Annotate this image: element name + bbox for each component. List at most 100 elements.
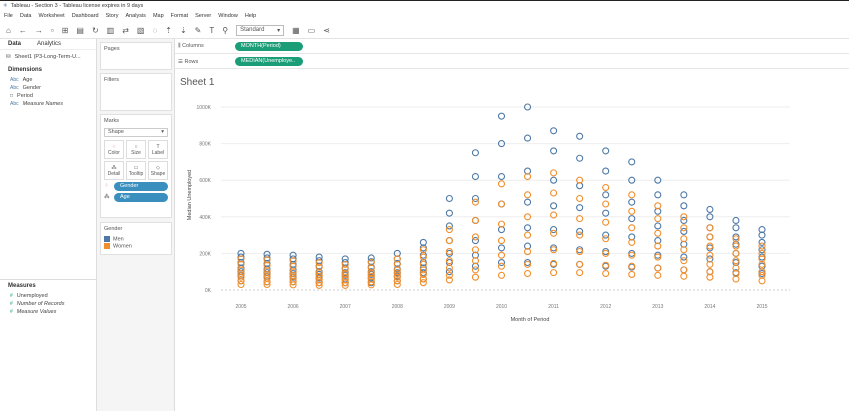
data-point-men[interactable] [550,176,558,184]
data-point-women[interactable] [576,269,584,277]
data-source[interactable]: ⛁ Sheet1 (P3-Long-Term-U... [0,50,96,64]
data-point-men[interactable] [550,147,558,155]
data-point-women[interactable] [706,251,714,259]
data-point-women[interactable] [550,169,558,177]
data-point-women[interactable] [523,213,532,221]
data-point-women[interactable] [497,200,506,208]
data-point-men[interactable] [497,259,506,267]
data-point-men[interactable] [706,205,714,214]
data-point-men[interactable] [732,224,740,232]
data-point-women[interactable] [419,253,427,261]
data-point-men[interactable] [628,215,636,223]
sort-asc-icon[interactable]: ⇡ [165,25,172,35]
data-point-men[interactable] [602,231,610,239]
data-point-women[interactable] [315,281,323,289]
data-point-women[interactable] [550,246,558,254]
data-point-women[interactable] [497,271,506,279]
data-point-women[interactable] [732,242,740,250]
data-point-women[interactable] [706,273,714,281]
data-point-women[interactable] [471,257,480,265]
data-point-women[interactable] [654,242,662,250]
field-unemployed[interactable]: # Unemployed [0,292,97,300]
data-point-men[interactable] [497,112,506,120]
data-point-women[interactable] [732,235,740,243]
data-point-women[interactable] [758,268,766,276]
pages-card[interactable]: Pages [100,42,172,70]
data-point-women[interactable] [263,278,271,286]
data-point-women[interactable] [419,279,427,287]
data-point-men[interactable] [523,198,532,206]
data-point-women[interactable] [758,242,766,250]
data-point-men[interactable] [445,209,453,217]
data-point-women[interactable] [471,246,480,254]
data-point-women[interactable] [680,213,688,221]
data-point-women[interactable] [680,224,688,232]
data-point-women[interactable] [497,237,506,245]
data-point-women[interactable] [654,215,662,223]
data-point-women[interactable] [315,269,323,277]
swap-icon[interactable]: ⇄ [122,25,129,35]
menu-story[interactable]: Story [105,13,119,19]
menu-map[interactable]: Map [152,13,164,19]
data-point-women[interactable] [654,202,662,210]
data-point-men[interactable] [523,224,532,232]
data-point-women[interactable] [315,279,323,287]
data-point-women[interactable] [628,238,636,246]
data-point-women[interactable] [576,176,584,184]
data-point-men[interactable] [471,149,480,157]
data-point-women[interactable] [497,220,506,228]
back-icon[interactable]: ← [18,25,27,35]
legend-item-women[interactable]: Women [104,243,168,250]
data-point-women[interactable] [706,233,714,241]
data-point-women[interactable] [550,229,558,237]
detail-button[interactable]: ⁂ Detail [104,161,124,180]
data-point-women[interactable] [393,266,401,274]
data-point-women[interactable] [523,269,532,278]
shape-button[interactable]: ◇ Shape [148,161,168,180]
data-point-women[interactable] [576,260,584,268]
data-point-women[interactable] [341,279,349,287]
refresh-icon[interactable]: ↻ [91,25,99,35]
data-point-women[interactable] [497,262,506,270]
tab-data[interactable]: Data [8,41,22,47]
data-point-women[interactable] [550,269,558,277]
data-point-women[interactable] [523,172,532,181]
data-point-men[interactable] [523,103,532,111]
menu-worksheet[interactable]: Worksheet [38,13,65,19]
data-point-women[interactable] [263,270,271,278]
data-point-women[interactable] [576,215,584,223]
pin-icon[interactable]: ⚲ [222,25,229,35]
data-point-women[interactable] [523,248,532,256]
data-point-women[interactable] [680,272,688,280]
label-icon[interactable]: T [209,25,215,35]
data-point-men[interactable] [654,176,662,184]
data-point-men[interactable] [576,154,584,162]
show-cards-icon[interactable]: ▦ [292,25,300,35]
data-point-women[interactable] [758,277,766,285]
data-point-women[interactable] [550,211,558,219]
data-point-women[interactable] [680,246,688,254]
label-button[interactable]: T Label [148,140,168,159]
data-point-men[interactable] [758,246,766,254]
data-point-women[interactable] [602,261,610,269]
data-point-women[interactable] [445,271,453,279]
menu-file[interactable]: File [4,13,13,19]
data-point-women[interactable] [341,260,349,268]
new-datasource-icon[interactable]: ⊞ [61,25,69,35]
data-point-women[interactable] [445,257,453,265]
data-point-men[interactable] [758,238,766,246]
sort-desc-icon[interactable]: ⇣ [179,25,187,35]
data-point-women[interactable] [471,273,480,281]
rows-shelf[interactable]: ☰ Rows MEDIAN(Unemploye.. [175,55,849,69]
data-point-men[interactable] [654,222,662,230]
color-button[interactable]: ⁘ Color [104,140,124,159]
data-point-women[interactable] [445,226,453,234]
filters-card[interactable]: Filters [100,73,172,111]
data-point-women[interactable] [523,191,532,199]
data-point-men[interactable] [576,204,584,212]
show-me-icon[interactable]: ▥ [106,25,115,35]
data-point-women[interactable] [393,280,401,289]
data-point-women[interactable] [393,273,401,281]
presentation-icon[interactable]: ▭ [307,25,316,35]
share-icon[interactable]: ⋖ [323,25,330,35]
